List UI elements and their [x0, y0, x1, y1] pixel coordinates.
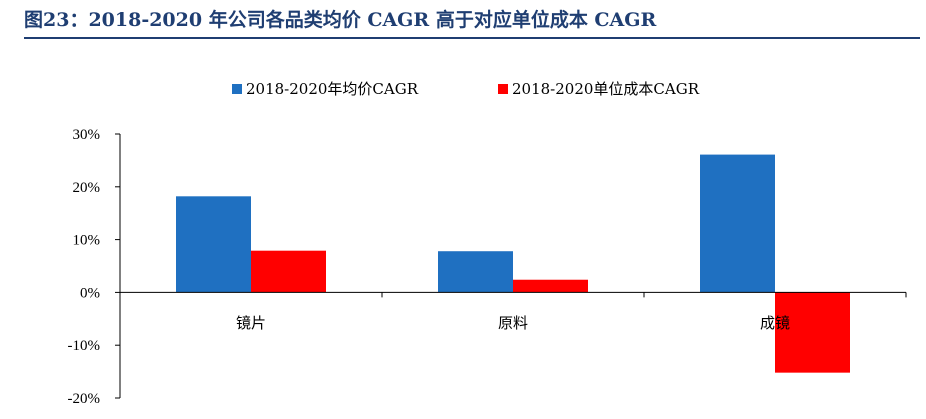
bar-cost-cagr — [251, 250, 326, 293]
y-tick-label: 30% — [73, 127, 101, 143]
bar-price-cagr — [700, 154, 775, 293]
x-category-label: 镜片 — [236, 314, 266, 332]
legend-swatch — [232, 84, 242, 94]
y-tick-label: -10% — [68, 338, 101, 354]
title-divider — [24, 37, 920, 39]
legend-label: 2018-2020年均价CAGR — [246, 80, 419, 98]
y-tick-label: 10% — [73, 233, 101, 249]
legend-label: 2018-2020单位成本CAGR — [512, 80, 700, 98]
y-tick-label: 0% — [80, 285, 100, 301]
chart-legend: 2018-2020年均价CAGR 2018-2020单位成本CAGR — [232, 80, 700, 98]
bar-cost-cagr — [513, 279, 588, 293]
figure-title: 图23：2018-2020 年公司各品类均价 CAGR 高于对应单位成本 CAG… — [24, 9, 657, 31]
bars-group — [176, 154, 850, 373]
bar-price-cagr — [438, 251, 513, 293]
legend-swatch — [498, 84, 508, 94]
bar-cost-cagr — [775, 292, 850, 373]
bar-price-cagr — [176, 196, 251, 293]
x-category-label: 原料 — [498, 314, 528, 332]
axes-group: 30% 20% 10% 0% -10% -20% 镜片 原料 成镜 — [68, 127, 907, 407]
y-tick-label: 20% — [73, 180, 101, 196]
y-tick-label: -20% — [68, 391, 101, 407]
x-category-label: 成镜 — [760, 314, 790, 332]
